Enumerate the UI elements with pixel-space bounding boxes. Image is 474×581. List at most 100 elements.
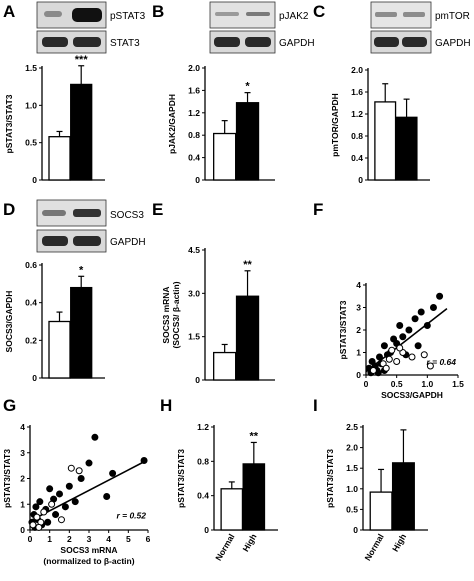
panel-g-point-0-18 (140, 456, 148, 464)
panel-b-ytick-label: 0 (195, 175, 200, 185)
blot-a-bottom-label: STAT3 (110, 38, 140, 49)
panel-g-point-1-7 (75, 467, 83, 475)
panel-f-point-1-9 (382, 364, 390, 372)
panel-g-xtick-label: 5 (126, 534, 131, 544)
panel-i-ytick-label: 2.0 (346, 443, 358, 453)
panel-b-significance: * (245, 81, 250, 93)
panel-f-point-1-4 (393, 358, 401, 365)
panel-h-ylabel: pSTAT3/STAT3 (176, 449, 186, 508)
panel-g-point-1-5 (57, 516, 65, 524)
panel-f-point-0-20 (414, 342, 422, 350)
panel-i-ytick-label: 2.5 (346, 422, 358, 432)
panel-h-xtick-label: Normal (213, 532, 236, 562)
panel-d-ytick-label: 0.6 (25, 260, 37, 270)
panel-c-ylabel: pmTOR/GAPDH (330, 93, 340, 157)
panel-g-point-0-17 (109, 469, 117, 477)
panel-f-xtick-label: 0 (364, 379, 369, 389)
panel-f-point-1-6 (408, 353, 416, 361)
panel-a-ytick-label: 0.5 (25, 138, 37, 148)
panel-f-point-0-12 (396, 322, 404, 329)
panel-h-xtick-label: High (240, 532, 258, 553)
panel-g-point-0-13 (77, 475, 85, 482)
panel-c-bar-0 (374, 101, 397, 181)
panel-g-point-0-2 (32, 503, 40, 511)
panel-b-ytick-label: 0.4 (188, 153, 200, 163)
panel-b-ytick-label: 0.8 (188, 130, 200, 140)
panel-d-ytick-label: 0.4 (25, 298, 37, 308)
panel-h-ytick-label: 1.2 (197, 422, 209, 432)
panel-letter-f: F (313, 200, 323, 219)
panel-a-ytick-label: 0 (32, 175, 37, 185)
panel-b-chart: 0 0.4 0.8 1.2 1.6 2.0 * pJAK2/GAPDH (167, 63, 275, 185)
panel-a-ytick-label: 1.0 (25, 100, 37, 110)
panel-g-xtick-label: 0 (28, 534, 33, 544)
panel-i-xtick-label: High (390, 532, 408, 553)
panel-f-point-0-13 (399, 333, 407, 341)
panel-e-ytick-label: 0 (195, 375, 200, 385)
panel-f-xtick-label: 1.5 (452, 379, 464, 389)
panel-h-ytick-label: 0.8 (197, 456, 209, 466)
panel-e-ytick-label: 4.5 (188, 245, 200, 255)
blot-d-bottom-label: GAPDH (110, 237, 146, 248)
panel-letter-d: D (3, 200, 15, 219)
panel-i-ytick-label: 1.0 (346, 484, 358, 494)
panel-g-ylabel: pSTAT3/STAT3 (2, 449, 12, 508)
panel-d-ytick-label: 0 (32, 373, 37, 383)
panel-a-bar-0 (48, 136, 71, 181)
panel-letter-h: H (160, 396, 172, 415)
panel-e-ytick-label: 3.0 (188, 288, 200, 298)
panel-g-point-0-11 (65, 482, 73, 490)
panel-g-point-1-6 (67, 464, 75, 472)
panel-e-ylabel-2: (SOCS3/ β-actin) (171, 281, 181, 348)
panel-h-bar-0 (220, 488, 244, 531)
panel-letter-e: E (152, 200, 163, 219)
panel-b-bar-0 (213, 132, 237, 181)
panel-g-xtick-label: 4 (106, 534, 111, 544)
panel-f-point-0-17 (423, 322, 431, 329)
panel-f-point-1-2 (385, 355, 393, 363)
panel-h-significance: ** (250, 430, 259, 442)
panel-a-chart: 0 0.5 1.0 1.5 *** pSTAT3/STAT3 (4, 54, 105, 185)
panel-i-xtick-label: Normal (362, 532, 385, 562)
panel-a-significance: *** (75, 54, 89, 66)
panel-i-ytick-label: 0 (353, 525, 358, 535)
panel-c-ytick-label: 2.0 (351, 65, 363, 75)
blot-d-top-label: SOCS3 (110, 210, 144, 221)
panel-b-ytick-label: 1.6 (188, 85, 200, 95)
panel-g-point-0-20 (44, 518, 52, 526)
panel-f-xtick-label: 1.0 (421, 379, 433, 389)
panel-d-chart: 0 0.2 0.4 0.6 * SOCS3/GAPDH (4, 260, 105, 383)
panel-i-chart: 0 0.5 1.0 1.5 2.0 2.5 Normal High pSTAT3/STAT3 (325, 422, 428, 562)
panel-g-point-1-4 (48, 500, 56, 508)
panel-f-ytick-label: 1 (356, 348, 361, 358)
panel-f-ylabel: pSTAT3/STAT3 (338, 300, 348, 359)
panel-g-point-1-3 (40, 508, 48, 516)
panel-f-r-label: r = 0.64 (426, 357, 456, 367)
panel-letter-c: C (313, 2, 325, 21)
panel-g-point-0-15 (91, 433, 99, 441)
panel-i-ytick-label: 1.5 (346, 463, 358, 473)
blot-d: SOCS3 GAPDH (36, 199, 146, 253)
panel-g-point-0-14 (85, 459, 93, 467)
blot-c-top-label: pmTOR (435, 11, 470, 22)
panel-i-bar-0 (369, 491, 393, 531)
blot-b-bottom-label: GAPDH (279, 38, 315, 49)
panel-g-point-0-7 (46, 485, 54, 493)
panel-e-ylabel: SOCS3 mRNA (161, 286, 171, 343)
panel-g-point-0-12 (71, 498, 79, 506)
blot-a-top-label: pSTAT3 (110, 11, 146, 22)
panel-f-ytick-label: 2 (356, 325, 361, 335)
panel-e-ytick-label: 1.5 (188, 332, 200, 342)
blot-c: pmTOR GAPDH (370, 1, 471, 54)
panel-f-point-1-7 (420, 351, 428, 359)
panel-g-point-0-16 (103, 493, 111, 501)
panel-i-ylabel: pSTAT3/STAT3 (325, 449, 335, 508)
panel-f-point-0-15 (411, 315, 419, 323)
panel-g-point-0-10 (61, 503, 69, 511)
panel-h-chart: 0 0.4 0.8 1.2 Normal ** High pSTAT3/STAT3 (176, 422, 278, 562)
panel-a-bar-1 (70, 83, 93, 181)
panel-f-xtick-label: 0.5 (391, 379, 403, 389)
panel-d-ylabel: SOCS3/GAPDH (4, 291, 14, 353)
panel-g-ytick-label: 4 (20, 422, 25, 432)
panel-f-point-0-19 (436, 292, 444, 300)
